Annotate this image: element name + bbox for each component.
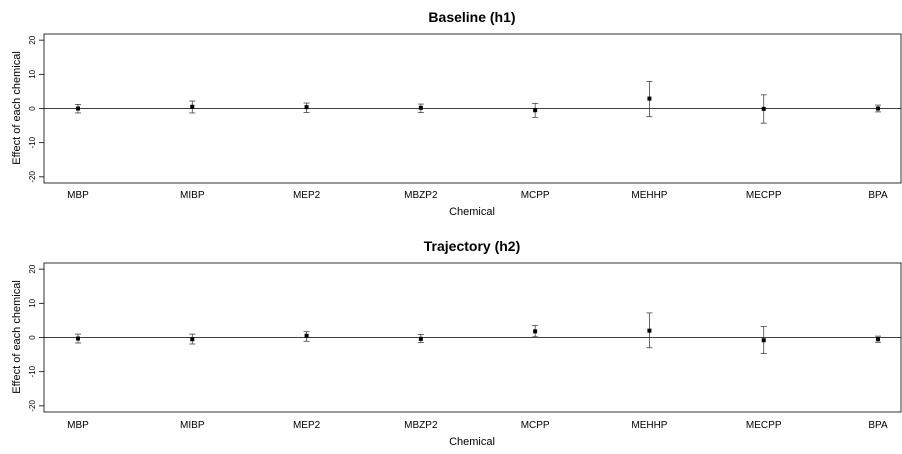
y-tick-label: 20	[28, 35, 37, 44]
x-tick-label: MCPP	[521, 420, 550, 431]
x-tick-label: MIBP	[180, 420, 205, 431]
point-estimate	[190, 337, 195, 342]
chart-title: Trajectory (h2)	[424, 238, 520, 254]
x-tick-label: MECPP	[746, 420, 782, 431]
point-estimate	[761, 338, 766, 343]
y-tick-label: -20	[28, 171, 37, 183]
point-estimate	[418, 105, 423, 110]
point-estimate	[533, 329, 538, 334]
point-estimate	[418, 336, 423, 341]
x-axis-label: Chemical	[449, 436, 495, 448]
trajectory-panel: Trajectory (h2) Chemical Effect of each …	[11, 238, 902, 448]
y-tick-label: -20	[28, 400, 37, 412]
y-tick-label: 0	[28, 106, 37, 111]
point-estimate	[190, 104, 195, 109]
x-tick-label: MIBP	[180, 190, 205, 201]
baseline-panel: Baseline (h1) Chemical Effect of each ch…	[11, 9, 902, 218]
point-estimate	[876, 337, 880, 342]
x-tick-label: MEP2	[293, 420, 321, 431]
point-estimate	[647, 96, 652, 101]
y-axis-label: Effect of each chemical	[11, 51, 23, 165]
point-estimate	[76, 336, 80, 341]
y-tick-label: -10	[28, 136, 37, 148]
point-estimate	[647, 328, 652, 333]
point-estimate	[533, 108, 538, 113]
x-tick-label: MEHHP	[631, 190, 667, 201]
y-tick-label: 10	[28, 69, 37, 78]
x-tick-label: BPA	[868, 190, 888, 201]
x-tick-label: BPA	[868, 420, 888, 431]
y-tick-label: 0	[28, 335, 37, 340]
x-tick-label: MEHHP	[631, 420, 667, 431]
x-tick-label: MBZP2	[404, 420, 438, 431]
point-estimate	[304, 105, 309, 110]
x-tick-label: MCPP	[521, 190, 550, 201]
x-tick-label: MBZP2	[404, 190, 438, 201]
x-tick-label: MECPP	[746, 190, 782, 201]
x-tick-label: MBP	[67, 420, 89, 431]
y-axis-label: Effect of each chemical	[11, 280, 23, 394]
chart-title: Baseline (h1)	[428, 9, 515, 25]
y-tick-label: 20	[28, 264, 37, 273]
x-tick-label: MBP	[67, 190, 89, 201]
y-tick-label: 10	[28, 298, 37, 307]
y-tick-label: -10	[28, 365, 37, 377]
point-estimate	[76, 106, 80, 111]
point-estimate	[876, 106, 880, 111]
x-axis-label: Chemical	[449, 206, 495, 218]
point-estimate	[761, 106, 766, 111]
x-tick-label: MEP2	[293, 190, 321, 201]
point-estimate	[304, 333, 309, 338]
